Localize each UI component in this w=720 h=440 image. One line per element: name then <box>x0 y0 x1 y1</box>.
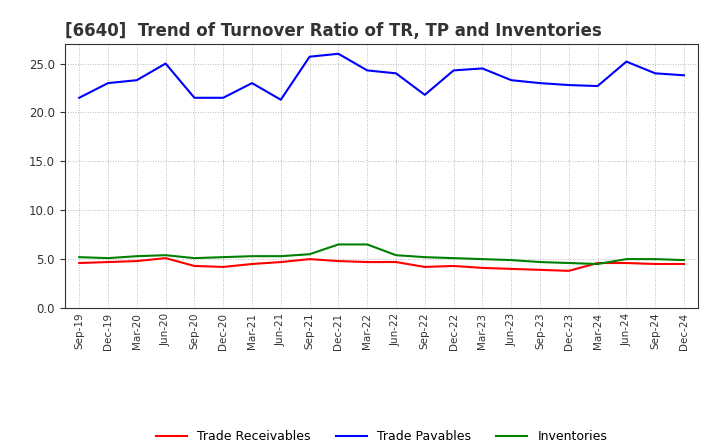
Trade Payables <box>420 92 429 98</box>
Trade Payables <box>334 51 343 56</box>
Inventories <box>305 252 314 257</box>
Inventories <box>680 257 688 263</box>
Trade Payables <box>190 95 199 100</box>
Inventories <box>219 254 228 260</box>
Inventories <box>132 253 141 259</box>
Inventories <box>622 257 631 262</box>
Trade Receivables <box>363 260 372 265</box>
Inventories <box>507 257 516 263</box>
Line: Trade Receivables: Trade Receivables <box>79 258 684 271</box>
Trade Receivables <box>334 258 343 264</box>
Inventories <box>564 260 573 266</box>
Inventories <box>75 254 84 260</box>
Trade Payables <box>622 59 631 64</box>
Inventories <box>420 254 429 260</box>
Trade Receivables <box>536 267 544 272</box>
Trade Receivables <box>622 260 631 266</box>
Trade Receivables <box>651 261 660 267</box>
Trade Payables <box>75 95 84 100</box>
Inventories <box>536 260 544 265</box>
Inventories <box>276 253 285 259</box>
Trade Receivables <box>276 260 285 265</box>
Inventories <box>248 253 256 259</box>
Trade Receivables <box>305 257 314 262</box>
Trade Receivables <box>593 260 602 266</box>
Inventories <box>190 256 199 261</box>
Trade Payables <box>536 81 544 86</box>
Trade Receivables <box>75 260 84 266</box>
Trade Receivables <box>564 268 573 274</box>
Line: Trade Payables: Trade Payables <box>79 54 684 100</box>
Trade Receivables <box>478 265 487 271</box>
Trade Payables <box>305 54 314 59</box>
Inventories <box>593 261 602 267</box>
Trade Receivables <box>190 263 199 268</box>
Trade Receivables <box>161 256 170 261</box>
Legend: Trade Receivables, Trade Payables, Inventories: Trade Receivables, Trade Payables, Inven… <box>151 425 612 440</box>
Trade Receivables <box>219 264 228 270</box>
Trade Receivables <box>392 260 400 265</box>
Trade Payables <box>651 71 660 76</box>
Trade Payables <box>449 68 458 73</box>
Trade Receivables <box>507 266 516 271</box>
Trade Payables <box>161 61 170 66</box>
Inventories <box>651 257 660 262</box>
Trade Payables <box>104 81 112 86</box>
Trade Payables <box>363 68 372 73</box>
Trade Payables <box>564 82 573 88</box>
Trade Payables <box>478 66 487 71</box>
Trade Receivables <box>449 263 458 268</box>
Trade Receivables <box>132 258 141 264</box>
Inventories <box>363 242 372 247</box>
Trade Payables <box>507 77 516 83</box>
Trade Receivables <box>248 261 256 267</box>
Inventories <box>478 257 487 262</box>
Inventories <box>334 242 343 247</box>
Inventories <box>161 253 170 258</box>
Inventories <box>449 256 458 261</box>
Trade Payables <box>248 81 256 86</box>
Trade Receivables <box>420 264 429 270</box>
Trade Payables <box>132 77 141 83</box>
Text: [6640]  Trend of Turnover Ratio of TR, TP and Inventories: [6640] Trend of Turnover Ratio of TR, TP… <box>65 22 601 40</box>
Trade Receivables <box>104 260 112 265</box>
Trade Receivables <box>680 261 688 267</box>
Trade Payables <box>680 73 688 78</box>
Trade Payables <box>593 84 602 89</box>
Trade Payables <box>276 97 285 103</box>
Trade Payables <box>392 71 400 76</box>
Line: Inventories: Inventories <box>79 245 684 264</box>
Trade Payables <box>219 95 228 100</box>
Inventories <box>392 253 400 258</box>
Inventories <box>104 256 112 261</box>
